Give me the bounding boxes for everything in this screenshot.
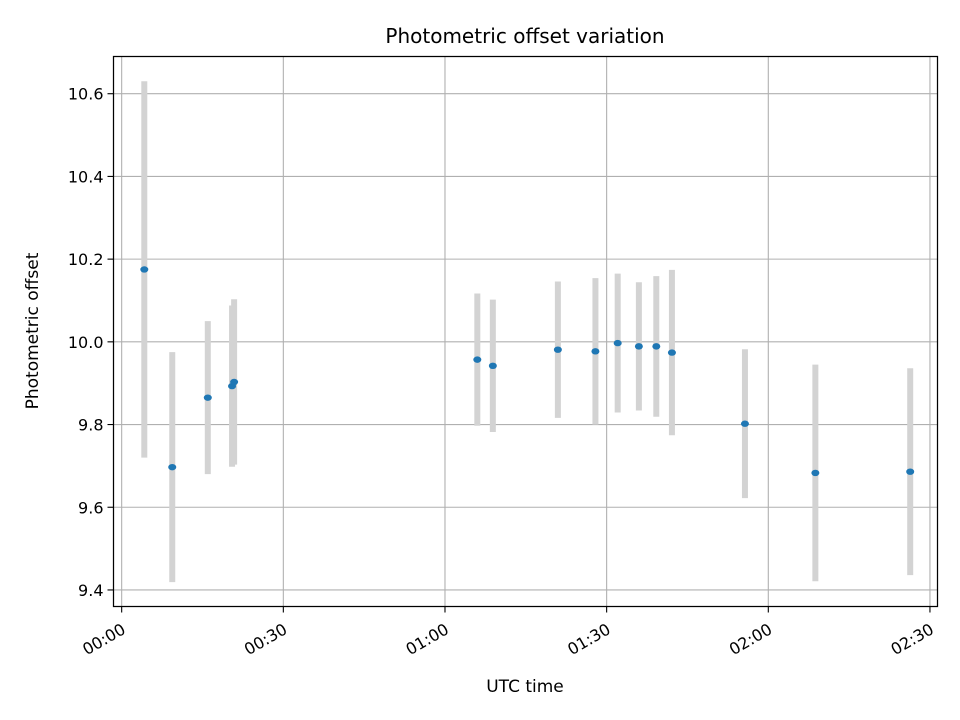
x-tick-label: 00:30 <box>241 620 290 660</box>
data-point <box>591 348 600 355</box>
y-tick-label: 10.4 <box>68 167 104 186</box>
data-point <box>488 362 497 370</box>
y-tick-label: 10.0 <box>68 333 104 352</box>
y-axis-label: Photometric offset <box>23 252 43 409</box>
y-tick-label: 9.8 <box>78 416 103 435</box>
data-point <box>168 463 177 471</box>
data-point <box>613 339 622 347</box>
y-tick-label: 9.6 <box>78 498 103 517</box>
data-point <box>473 356 482 363</box>
chart-title: Photometric offset variation <box>385 24 664 48</box>
x-tick-label: 02:30 <box>888 620 937 660</box>
data-points <box>140 266 915 477</box>
x-tick-label: 01:30 <box>564 620 613 660</box>
y-tick-label: 10.2 <box>68 250 104 269</box>
data-point <box>740 420 749 427</box>
data-point <box>667 349 676 356</box>
data-point <box>203 394 212 401</box>
data-point <box>553 346 562 353</box>
x-axis-ticks: 00:00 00:30 01:00 01:30 02:00 02:30 <box>79 606 937 660</box>
data-point <box>652 343 661 350</box>
data-point <box>906 468 915 475</box>
y-tick-label: 9.4 <box>78 581 103 600</box>
x-tick-label: 00:00 <box>79 620 128 660</box>
grid-lines <box>113 56 938 607</box>
data-point <box>634 343 643 350</box>
x-axis-label: UTC time <box>486 677 564 697</box>
y-axis-ticks: 9.4 9.6 9.8 10.0 10.2 10.4 10.6 <box>68 85 114 600</box>
data-point <box>811 469 820 477</box>
data-point <box>140 266 149 273</box>
y-tick-label: 10.6 <box>68 85 104 104</box>
data-point <box>230 378 239 386</box>
x-tick-label: 01:00 <box>403 620 452 660</box>
plot-frame <box>112 55 939 608</box>
x-tick-label: 02:00 <box>726 620 775 660</box>
